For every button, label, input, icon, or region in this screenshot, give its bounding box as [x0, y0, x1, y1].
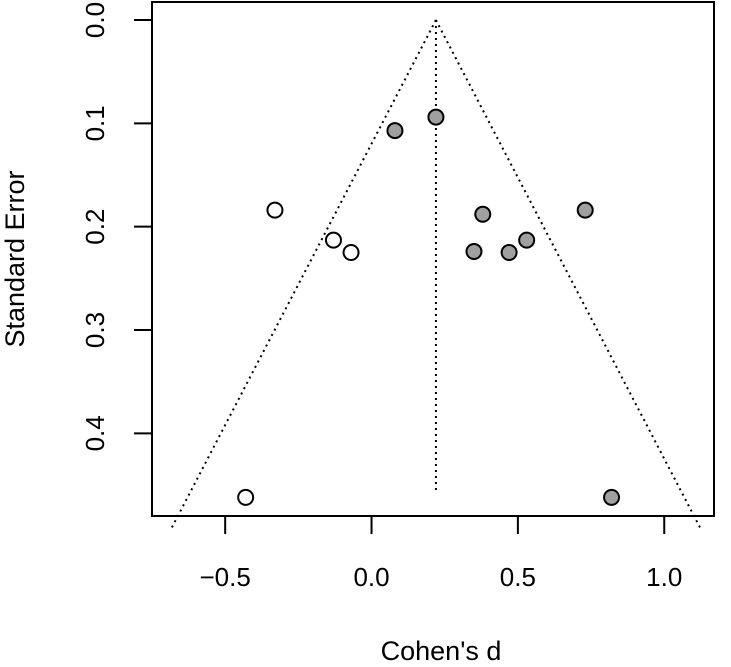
open-data-point — [342, 244, 360, 261]
x-tick-label: 1.0 — [646, 562, 682, 592]
x-tick-label: −0.5 — [200, 562, 251, 592]
filled-data-point — [518, 231, 536, 249]
open-data-point — [237, 488, 255, 506]
y-tick-label: 0.1 — [80, 105, 110, 141]
funnel-lines — [169, 19, 702, 530]
filled-data-point — [500, 244, 518, 261]
filled-data-point — [386, 122, 404, 140]
data-points — [237, 108, 621, 506]
filled-data-point — [474, 205, 492, 223]
x-axis-title: Cohen's d — [381, 636, 502, 666]
y-tick-label: 0.2 — [80, 209, 110, 245]
y-tick-label: 0.4 — [80, 415, 110, 451]
filled-data-point — [603, 488, 621, 506]
funnel-right-line — [435, 19, 702, 530]
x-tick-label: 0.5 — [500, 562, 536, 592]
y-axis-title: Standard Error — [0, 170, 30, 347]
open-data-point — [324, 231, 342, 249]
y-tick-label: 0.3 — [80, 312, 110, 348]
funnel-left-line — [169, 19, 437, 530]
axes: −0.5 0.0 0.5 1.0 0.0 0.1 0.2 0.3 0.4 — [80, 2, 682, 592]
y-tick-label: 0.0 — [80, 2, 110, 38]
x-tick-label: 0.0 — [353, 562, 389, 592]
filled-data-point — [465, 242, 483, 260]
filled-data-point — [427, 108, 445, 126]
filled-data-point — [576, 201, 594, 219]
open-data-point — [266, 201, 284, 219]
plot-frame — [151, 1, 715, 517]
